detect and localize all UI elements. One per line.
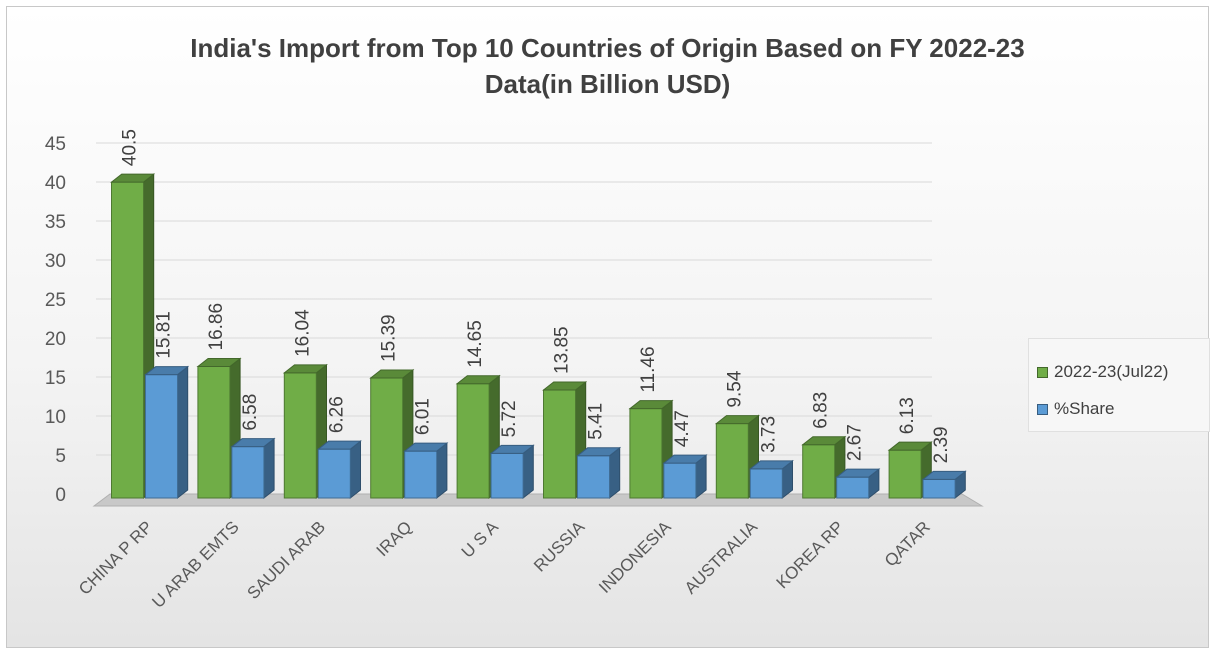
legend-label-series-2: %Share	[1054, 399, 1115, 418]
bar-top	[542, 381, 588, 391]
chart-title-line-1: India's Import from Top 10 Countries of …	[190, 33, 1025, 63]
y-tick-label: 45	[45, 134, 66, 155]
bar-top	[801, 436, 847, 446]
x-tick-label: U ARAB EMTS	[148, 517, 242, 611]
y-tick-label: 25	[45, 290, 66, 311]
bar-import	[456, 383, 490, 499]
bar-import	[283, 372, 317, 499]
data-label: 15.81	[154, 311, 175, 359]
bar-top	[455, 375, 501, 385]
y-tick-label: 5	[55, 446, 66, 467]
bar-share	[490, 452, 524, 499]
data-label: 2.67	[845, 424, 866, 461]
bar-share	[145, 374, 178, 499]
x-tick-label: CHINA P RP	[75, 517, 156, 598]
y-tick-label: 0	[55, 485, 66, 506]
data-label: 11.46	[638, 346, 659, 392]
bar-import	[888, 449, 922, 499]
bar-top	[662, 454, 708, 464]
bar-share	[663, 462, 697, 499]
data-label: 6.26	[326, 396, 347, 433]
bar-top	[489, 444, 535, 454]
bar-import	[543, 389, 576, 499]
data-label: 15.39	[379, 314, 400, 362]
data-label: 16.86	[206, 303, 227, 351]
legend-swatch-series-1	[1037, 366, 1048, 378]
data-label: 5.72	[499, 400, 520, 437]
bar-top	[369, 369, 415, 379]
bar-top	[748, 460, 794, 470]
x-tick-label: KOREA RP	[773, 517, 848, 592]
bar-side	[349, 440, 361, 500]
bar-import	[802, 444, 836, 499]
data-label: 6.01	[413, 398, 434, 435]
bar-top	[196, 357, 242, 367]
bar-import	[197, 365, 231, 499]
bar-top	[316, 440, 362, 450]
x-tick-label: SAUDI ARAB	[244, 517, 330, 603]
chart-title-line-2: Data(in Billion USD)	[484, 69, 731, 99]
bar-share	[836, 476, 870, 499]
bar-share	[577, 455, 610, 499]
bar-side	[263, 437, 275, 500]
x-tick-label: INDONESIA	[595, 517, 675, 597]
bar-top	[403, 442, 449, 452]
bar-top	[576, 447, 622, 457]
x-tick-label: AUSTRALIA	[681, 517, 762, 598]
y-tick-label: 10	[45, 407, 66, 428]
bar-top	[835, 468, 881, 478]
chart-legend: 2022-23(Jul22) %Share	[1028, 338, 1210, 432]
bar-import	[111, 181, 144, 499]
data-label: 2.39	[931, 426, 952, 463]
data-label: 13.85	[552, 326, 573, 374]
bar-side	[522, 444, 534, 500]
data-label: 3.73	[758, 416, 779, 453]
bar-top	[110, 173, 156, 183]
y-tick-label: 40	[45, 173, 66, 194]
data-label: 16.04	[292, 309, 313, 357]
bar-top	[714, 415, 760, 425]
legend-item-series-1: 2022-23(Jul22)	[1037, 360, 1168, 384]
y-tick-label: 20	[45, 329, 66, 350]
bar-side	[177, 365, 189, 500]
chart-area	[6, 6, 1209, 648]
data-label: 4.47	[672, 410, 693, 447]
bar-share	[231, 446, 265, 499]
bar-top	[144, 366, 190, 376]
chart-title: India's Import from Top 10 Countries of …	[0, 30, 1215, 102]
bar-side	[609, 446, 621, 500]
legend-swatch-series-2	[1037, 403, 1048, 415]
data-label: 6.83	[811, 392, 832, 429]
bar-top	[921, 470, 967, 480]
y-tick-label: 15	[45, 368, 66, 389]
y-tick-label: 30	[45, 251, 66, 272]
x-tick-label: RUSSIA	[530, 517, 589, 576]
data-label: 14.65	[465, 320, 486, 368]
bar-share	[404, 450, 438, 499]
legend-label-series-1: 2022-23(Jul22)	[1054, 362, 1169, 381]
bar-top	[282, 364, 328, 374]
bar-share	[317, 448, 351, 499]
x-tick-label: IRAQ	[373, 517, 416, 560]
x-tick-label: QATAR	[881, 517, 934, 570]
x-tick-label: U S A	[458, 517, 503, 562]
bar-import	[715, 423, 749, 499]
bar-top	[887, 441, 933, 451]
y-tick-label: 35	[45, 212, 66, 233]
legend-item-series-2: %Share	[1037, 397, 1114, 421]
bar-top	[628, 400, 674, 410]
data-label: 6.13	[897, 397, 918, 434]
bar-import	[370, 377, 404, 499]
data-label: 6.58	[240, 394, 261, 431]
bar-side	[436, 442, 448, 500]
data-label: 40.5	[120, 129, 141, 166]
bar-share	[922, 478, 956, 499]
bar-top	[230, 438, 276, 448]
bar-share	[749, 468, 783, 499]
data-label: 9.54	[724, 370, 745, 407]
data-label: 5.41	[586, 403, 607, 440]
bar-import	[629, 408, 663, 499]
